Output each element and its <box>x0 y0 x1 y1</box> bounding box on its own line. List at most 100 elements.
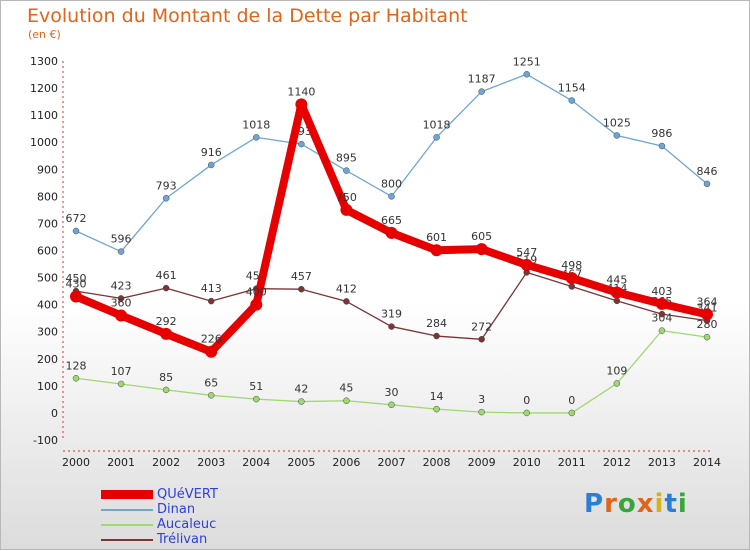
data-label: 450 <box>66 272 87 285</box>
data-label: 3 <box>478 393 485 406</box>
data-label: 1154 <box>558 82 586 95</box>
data-point <box>298 140 305 148</box>
y-tick-label: 300 <box>37 326 58 339</box>
data-label: 596 <box>111 233 132 246</box>
data-label: 605 <box>471 230 492 243</box>
data-label: 547 <box>516 246 537 259</box>
data-label: 360 <box>111 296 132 309</box>
y-tick-label: -100 <box>33 434 58 447</box>
y-tick-label: 1200 <box>30 82 58 95</box>
x-tick-label: 2014 <box>693 456 721 469</box>
data-point <box>207 392 215 399</box>
data-point <box>117 380 125 388</box>
y-tick-label: 600 <box>37 245 58 258</box>
data-point <box>388 323 395 330</box>
data-label: 800 <box>381 177 402 190</box>
data-point <box>610 286 623 299</box>
data-point <box>117 295 125 302</box>
data-point <box>658 310 666 318</box>
chart-unit-label: (en €) <box>28 28 61 41</box>
legend-item: Dinan <box>101 502 218 517</box>
data-point <box>568 97 576 104</box>
data-point <box>520 258 533 271</box>
y-tick-label: 700 <box>37 217 58 230</box>
proxiti-logo: Proxiti <box>584 489 688 519</box>
legend-swatch <box>101 490 153 499</box>
data-label: 107 <box>111 365 132 378</box>
logo-letter: i <box>677 489 688 519</box>
data-label: 1140 <box>287 85 315 98</box>
data-point <box>207 297 215 305</box>
data-label: 1018 <box>242 118 270 131</box>
legend-label: Trélivan <box>157 532 208 547</box>
data-point <box>433 134 440 141</box>
logo-letter: t <box>664 489 678 519</box>
x-tick-label: 2002 <box>152 456 180 469</box>
data-label: 400 <box>246 286 267 299</box>
data-label: 498 <box>561 259 582 272</box>
data-point <box>298 285 305 293</box>
data-label: 364 <box>697 295 718 308</box>
x-tick-label: 2006 <box>332 456 360 469</box>
data-label: 0 <box>523 394 530 407</box>
data-label: 30 <box>385 386 399 399</box>
data-point <box>565 272 578 285</box>
x-tick-label: 2001 <box>107 456 135 469</box>
data-label: 895 <box>336 152 357 165</box>
data-label: 14 <box>430 390 444 403</box>
data-label: 0 <box>568 394 575 407</box>
y-tick-label: 800 <box>37 190 58 203</box>
data-label: 750 <box>336 191 357 204</box>
data-label: 430 <box>66 278 87 291</box>
data-point <box>117 248 125 255</box>
y-tick-label: 100 <box>37 380 58 393</box>
x-tick-label: 2003 <box>197 456 225 469</box>
x-tick-label: 2005 <box>287 456 315 469</box>
legend-swatch <box>101 508 153 511</box>
data-point <box>340 203 353 216</box>
y-tick-label: 1300 <box>30 55 58 68</box>
data-point <box>250 298 263 311</box>
data-point <box>523 71 530 78</box>
data-point <box>207 161 215 169</box>
data-point <box>162 284 170 292</box>
legend-swatch <box>101 538 153 541</box>
logo-letter: i <box>654 489 665 519</box>
legend-label: QUéVERT <box>157 487 218 502</box>
data-point <box>343 298 350 305</box>
data-point <box>523 409 530 417</box>
data-point <box>433 332 440 340</box>
legend-label: Dinan <box>157 502 196 517</box>
data-point <box>658 142 666 150</box>
data-label: 412 <box>336 282 357 295</box>
data-point <box>703 333 711 341</box>
y-tick-label: 1100 <box>30 109 58 122</box>
x-tick-label: 2010 <box>513 456 541 469</box>
data-label: 665 <box>381 214 402 227</box>
data-point <box>253 395 260 403</box>
data-point <box>658 327 666 334</box>
data-label: 319 <box>381 308 402 321</box>
data-point <box>703 180 711 188</box>
data-label: 916 <box>201 146 222 159</box>
data-label: 284 <box>426 317 447 330</box>
data-point <box>478 88 485 95</box>
y-tick-label: 900 <box>37 163 58 176</box>
data-point <box>478 336 485 343</box>
data-label: 42 <box>294 383 308 396</box>
x-tick-label: 2011 <box>558 456 586 469</box>
data-label: 85 <box>159 371 173 384</box>
data-point <box>613 132 621 139</box>
data-label: 128 <box>66 359 87 372</box>
chart-legend: QUéVERT Dinan Aucaleuc Trélivan <box>101 487 218 547</box>
y-tick-label: 200 <box>37 353 58 366</box>
data-label: 461 <box>156 269 177 282</box>
data-point <box>568 409 576 417</box>
data-label: 1251 <box>513 55 541 68</box>
logo-letter: r <box>604 489 618 519</box>
data-label: 793 <box>156 179 177 192</box>
y-tick-label: 0 <box>51 407 58 420</box>
legend-item: QUéVERT <box>101 487 218 502</box>
data-label: 1018 <box>423 118 451 131</box>
